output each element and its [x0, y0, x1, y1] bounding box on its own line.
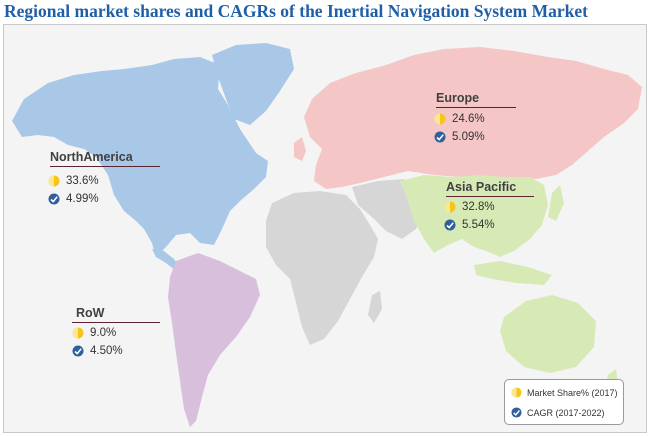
asia-pacific-market-share: 32.8%	[444, 201, 495, 213]
pie-chart-icon	[72, 327, 84, 339]
europe-cagr-value: 5.09%	[452, 131, 485, 143]
legend-item-cagr: CAGR (2017-2022)	[511, 407, 605, 418]
trend-check-icon	[511, 407, 522, 418]
map-frame: NorthAmerica 33.6% 4.99% Europe 24.6% 5.…	[3, 24, 647, 433]
row-label-rule	[72, 322, 160, 323]
row-market-share: 9.0%	[72, 327, 116, 339]
row-cagr-value: 4.50%	[90, 345, 123, 357]
europe-cagr: 5.09%	[434, 131, 485, 143]
trend-check-icon	[444, 219, 456, 231]
legend-label-cagr: CAGR (2017-2022)	[527, 407, 605, 418]
row-cagr: 4.50%	[72, 345, 123, 357]
pie-chart-icon	[434, 113, 446, 125]
region-name-row: RoW	[76, 306, 105, 320]
map-legend: Market Share% (2017) CAGR (2017-2022)	[504, 379, 624, 425]
world-map	[12, 43, 642, 427]
asia-pacific-share-value: 32.8%	[462, 201, 495, 213]
map-title: Regional market shares and CAGRs of the …	[4, 1, 588, 21]
north-america-market-share: 33.6%	[48, 175, 99, 187]
region-shape-greenland	[212, 43, 294, 125]
europe-market-share: 24.6%	[434, 113, 485, 125]
region-shape-japan	[548, 185, 564, 221]
pie-chart-icon	[511, 387, 522, 398]
north-america-share-value: 33.6%	[66, 175, 99, 187]
region-name-asia-pacific: Asia Pacific	[446, 180, 517, 194]
pie-chart-icon	[48, 175, 60, 187]
north-america-cagr-value: 4.99%	[66, 193, 99, 205]
legend-label-market-share: Market Share% (2017)	[527, 387, 618, 398]
region-shape-sea-islands	[474, 261, 552, 285]
trend-check-icon	[48, 193, 60, 205]
region-shape-australia	[500, 295, 596, 373]
trend-check-icon	[72, 345, 84, 357]
europe-share-value: 24.6%	[452, 113, 485, 125]
region-shape-europe	[304, 47, 642, 189]
north-america-label-rule	[50, 166, 160, 167]
region-shape-asia-pacific	[400, 175, 548, 257]
asia-pacific-label-rule	[446, 196, 534, 197]
region-shape-africa	[266, 191, 378, 345]
legend-item-market-share: Market Share% (2017)	[511, 387, 618, 398]
trend-check-icon	[434, 131, 446, 143]
europe-label-rule	[436, 107, 516, 108]
pie-chart-icon	[444, 201, 456, 213]
asia-pacific-cagr-value: 5.54%	[462, 219, 495, 231]
row-share-value: 9.0%	[90, 327, 117, 339]
region-shape-uk	[294, 137, 306, 161]
region-name-north-america: NorthAmerica	[50, 150, 133, 164]
region-name-europe: Europe	[436, 91, 480, 105]
region-shape-south-america	[168, 253, 260, 427]
asia-pacific-cagr: 5.54%	[444, 219, 495, 231]
north-america-cagr: 4.99%	[48, 193, 99, 205]
region-shape-madagascar	[368, 291, 382, 323]
region-shape-north-america	[12, 57, 268, 257]
